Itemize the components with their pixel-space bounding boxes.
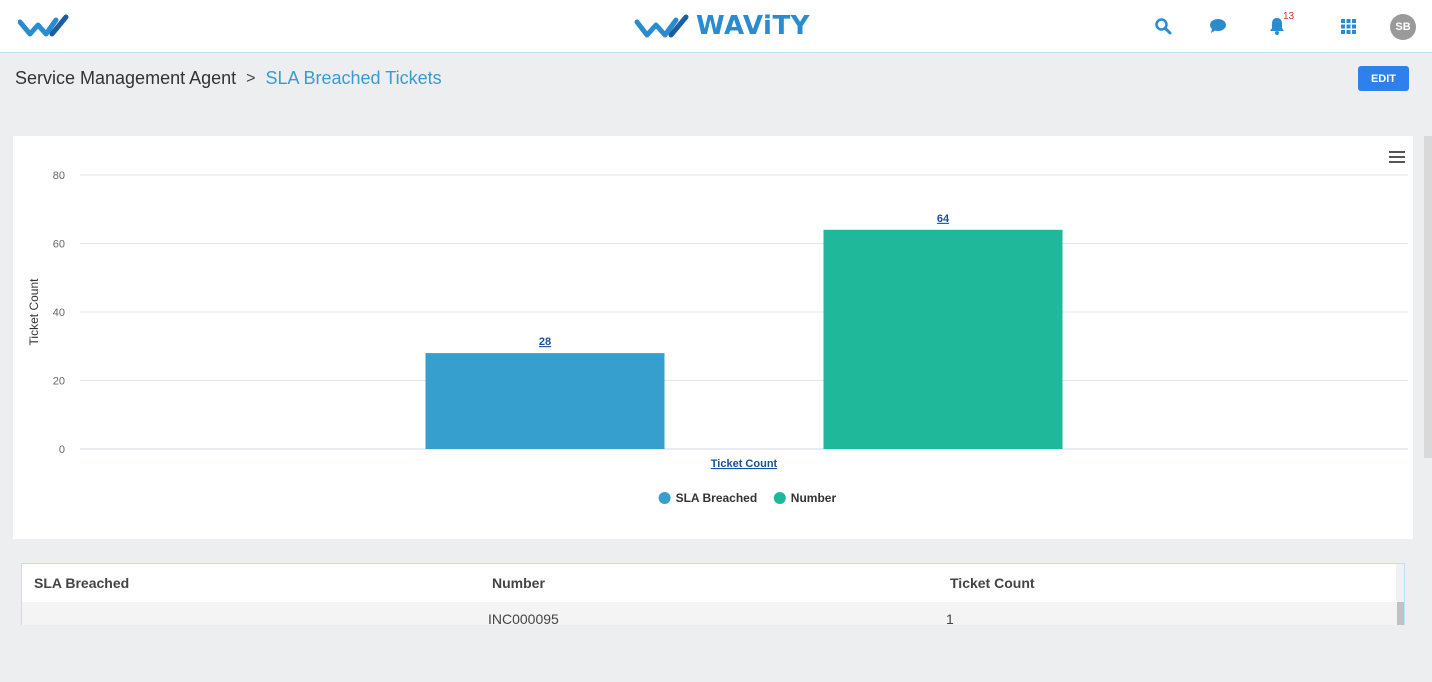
y-tick-label: 40 bbox=[53, 307, 65, 319]
breadcrumb-parent[interactable]: Service Management Agent bbox=[15, 68, 237, 88]
search-icon[interactable] bbox=[1153, 16, 1173, 36]
y-axis-label: Ticket Count bbox=[27, 278, 41, 346]
page-scrollbar[interactable] bbox=[1424, 136, 1432, 458]
column-header-number[interactable]: Number bbox=[492, 575, 545, 591]
brand-name: WAViTY bbox=[696, 11, 811, 41]
x-tick-label[interactable]: Ticket Count bbox=[711, 458, 778, 470]
edit-button[interactable]: EDIT bbox=[1358, 66, 1409, 91]
legend-label[interactable]: Number bbox=[791, 491, 837, 505]
bar-chart: 0 20 40 60 80 Ticket Count 28 64 Ticket Count SLA… bbox=[27, 170, 1408, 505]
table-row[interactable]: INC000095 1 bbox=[22, 602, 1396, 625]
cell-number[interactable]: INC000095 bbox=[488, 611, 559, 625]
legend-marker[interactable] bbox=[658, 492, 671, 504]
column-header-ticket-count[interactable]: Ticket Count bbox=[950, 575, 1035, 591]
apps-grid-icon[interactable] bbox=[1338, 16, 1358, 36]
data-label[interactable]: 64 bbox=[937, 213, 950, 225]
user-avatar[interactable]: SB bbox=[1390, 14, 1416, 40]
chat-icon[interactable] bbox=[1208, 16, 1228, 36]
wavity-logo-icon[interactable] bbox=[18, 14, 70, 38]
brand-logo[interactable]: WAViTY bbox=[634, 10, 810, 42]
legend-label[interactable]: SLA Breached bbox=[676, 491, 758, 505]
bell-icon[interactable] bbox=[1267, 16, 1287, 36]
chart-menu-icon[interactable] bbox=[1389, 151, 1405, 165]
y-tick-label: 80 bbox=[53, 170, 65, 182]
breadcrumb: Service Management Agent > SLA Breached … bbox=[15, 68, 442, 89]
chart-card: 0 20 40 60 80 Ticket Count 28 64 Ticket Count SLA… bbox=[13, 136, 1413, 539]
top-navigation-bar: WAViTY 13 SB bbox=[0, 0, 1432, 53]
data-label[interactable]: 28 bbox=[539, 336, 551, 348]
breadcrumb-separator: > bbox=[246, 69, 256, 87]
bar[interactable] bbox=[425, 353, 665, 449]
y-tick-label: 0 bbox=[59, 444, 65, 456]
notification-count-badge: 13 bbox=[1283, 11, 1295, 22]
data-table: SLA Breached Number Ticket Count INC0000… bbox=[21, 563, 1405, 625]
table-header: SLA Breached Number Ticket Count bbox=[22, 564, 1396, 602]
table-scrollbar[interactable] bbox=[1396, 564, 1404, 625]
legend-marker[interactable] bbox=[773, 492, 786, 504]
table-scrollbar-thumb[interactable] bbox=[1397, 602, 1404, 625]
wavity-logo-icon bbox=[634, 14, 689, 38]
bar[interactable] bbox=[823, 229, 1063, 449]
column-header-sla-breached[interactable]: SLA Breached bbox=[34, 575, 130, 591]
y-tick-label: 20 bbox=[53, 376, 65, 388]
y-tick-label: 60 bbox=[53, 239, 65, 251]
breadcrumb-current[interactable]: SLA Breached Tickets bbox=[265, 68, 442, 88]
cell-ticket-count: 1 bbox=[946, 611, 954, 625]
